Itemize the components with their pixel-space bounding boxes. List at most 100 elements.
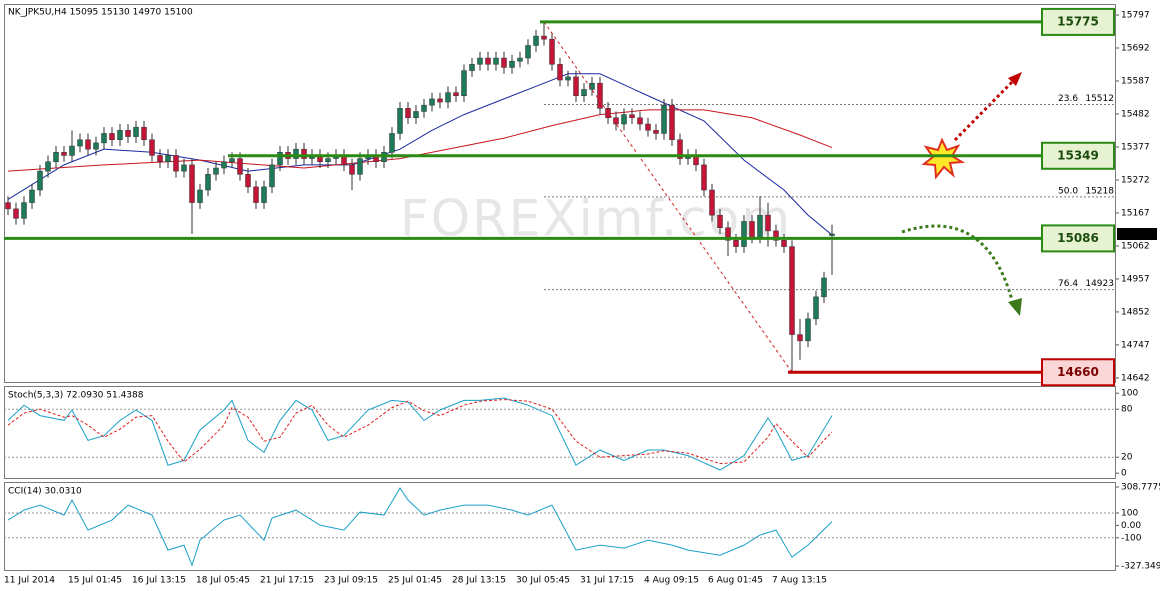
candle-body <box>37 170 43 191</box>
fib-ratio: 23.6 <box>1058 94 1078 104</box>
candle-body <box>509 60 515 68</box>
candle-body <box>781 240 787 247</box>
candle-body <box>53 152 59 162</box>
candle-body <box>229 158 235 162</box>
chart-title: NK_JPK5U,H4 15095 15130 14970 15100 <box>8 8 193 18</box>
y-tick-label: 15272 <box>1121 175 1150 185</box>
candle-body <box>733 240 739 247</box>
x-tick-label: 18 Jul 05:45 <box>196 576 250 586</box>
level-box <box>1041 7 1115 36</box>
main-panel <box>4 4 1116 383</box>
candle-body <box>805 318 811 342</box>
level-label: 14660 <box>1057 365 1099 379</box>
candle-body <box>293 148 299 159</box>
up-arrow-head <box>1008 72 1022 86</box>
level-box <box>1041 358 1115 387</box>
stoch-panel <box>4 386 1116 479</box>
y-tick-label: 15482 <box>1121 109 1150 119</box>
candle-body <box>445 92 451 103</box>
candle-body <box>461 70 467 97</box>
candle-body <box>541 35 547 40</box>
y-tick-label: 14957 <box>1121 274 1150 284</box>
fib-value: 15512 <box>1085 94 1114 104</box>
annotations <box>901 72 1022 316</box>
y-tick-label: 20 <box>1121 453 1133 463</box>
y-tick-label: 0.00 <box>1121 521 1141 531</box>
candle-body <box>437 98 443 103</box>
candle-body <box>101 133 107 144</box>
candle-body <box>181 164 187 172</box>
y-tick-label: 14852 <box>1121 307 1150 317</box>
price-tag <box>1117 228 1157 241</box>
down-arrow-head <box>1008 298 1022 316</box>
frames <box>4 4 1116 571</box>
candle-body <box>493 57 499 65</box>
fib-ratio: 76.4 <box>1058 279 1078 289</box>
indicator-title: CCI(14) 30.0310 <box>8 487 82 497</box>
candle-body <box>517 57 523 62</box>
candle-body <box>533 35 539 46</box>
candle-body <box>501 57 507 68</box>
candle-body <box>421 104 427 112</box>
candle-body <box>349 164 355 175</box>
candle-body <box>397 108 403 134</box>
indicator-title: Stoch(5,3,3) 72.0930 51.4388 <box>8 391 144 401</box>
candle-body <box>741 221 747 247</box>
y-tick-label: 15062 <box>1121 241 1150 251</box>
candle-body <box>661 104 667 134</box>
candle-body <box>821 277 827 298</box>
candle-body <box>653 130 659 134</box>
indicator-line <box>7 397 833 471</box>
candle-body <box>677 139 683 159</box>
x-tick-label: 28 Jul 13:15 <box>452 576 506 586</box>
down-arrow <box>901 224 1014 301</box>
price-tag-label: 15100 <box>1121 230 1150 240</box>
candle-body <box>605 108 611 118</box>
x-tick-label: 15 Jul 01:45 <box>68 576 122 586</box>
x-tick-label: 23 Jul 09:15 <box>324 576 378 586</box>
candle-body <box>581 89 587 97</box>
candle-body <box>301 148 307 159</box>
y-tick-label: -100 <box>1121 533 1142 543</box>
candle-body <box>549 38 555 65</box>
cci-panel <box>4 482 1116 571</box>
candle-body <box>125 130 131 137</box>
candle-body <box>13 208 19 219</box>
candle-body <box>69 145 75 156</box>
candle-body <box>5 202 11 210</box>
candle-body <box>589 82 595 90</box>
candle-body <box>77 139 83 147</box>
indicator-line <box>7 399 833 465</box>
y-tick-label: 100 <box>1121 508 1138 518</box>
candle-body <box>245 174 251 188</box>
y-tick-label: 0 <box>1121 469 1127 479</box>
candle-body <box>469 64 475 71</box>
y-tick-label: -327.349 <box>1121 562 1160 572</box>
candle-body <box>197 189 203 203</box>
candle-body <box>717 214 723 228</box>
candle-body <box>133 126 139 137</box>
candle-body <box>573 76 579 97</box>
level-label: 15086 <box>1057 231 1099 245</box>
candle-body <box>157 155 163 162</box>
y-tick-label: 15167 <box>1121 208 1150 218</box>
candle-body <box>261 186 267 203</box>
candle-body <box>21 202 27 219</box>
candle-body <box>829 233 835 236</box>
candle-body <box>277 152 283 166</box>
candle-body <box>429 98 435 106</box>
candle-body <box>269 164 275 188</box>
candle-body <box>629 114 635 118</box>
candle-body <box>61 152 67 156</box>
fib-ratio: 50.0 <box>1058 186 1078 196</box>
y-tick-label: 80 <box>1121 405 1133 415</box>
x-tick-label: 30 Jul 05:45 <box>516 576 570 586</box>
candle-body <box>109 133 115 140</box>
y-tick-label: 15587 <box>1121 76 1150 86</box>
indicator-line <box>7 487 833 567</box>
candle-body <box>701 164 707 191</box>
candle-body <box>485 57 491 65</box>
level-label: 15775 <box>1057 14 1099 28</box>
x-tick-label: 16 Jul 13:15 <box>132 576 186 586</box>
candle-body <box>213 167 219 175</box>
